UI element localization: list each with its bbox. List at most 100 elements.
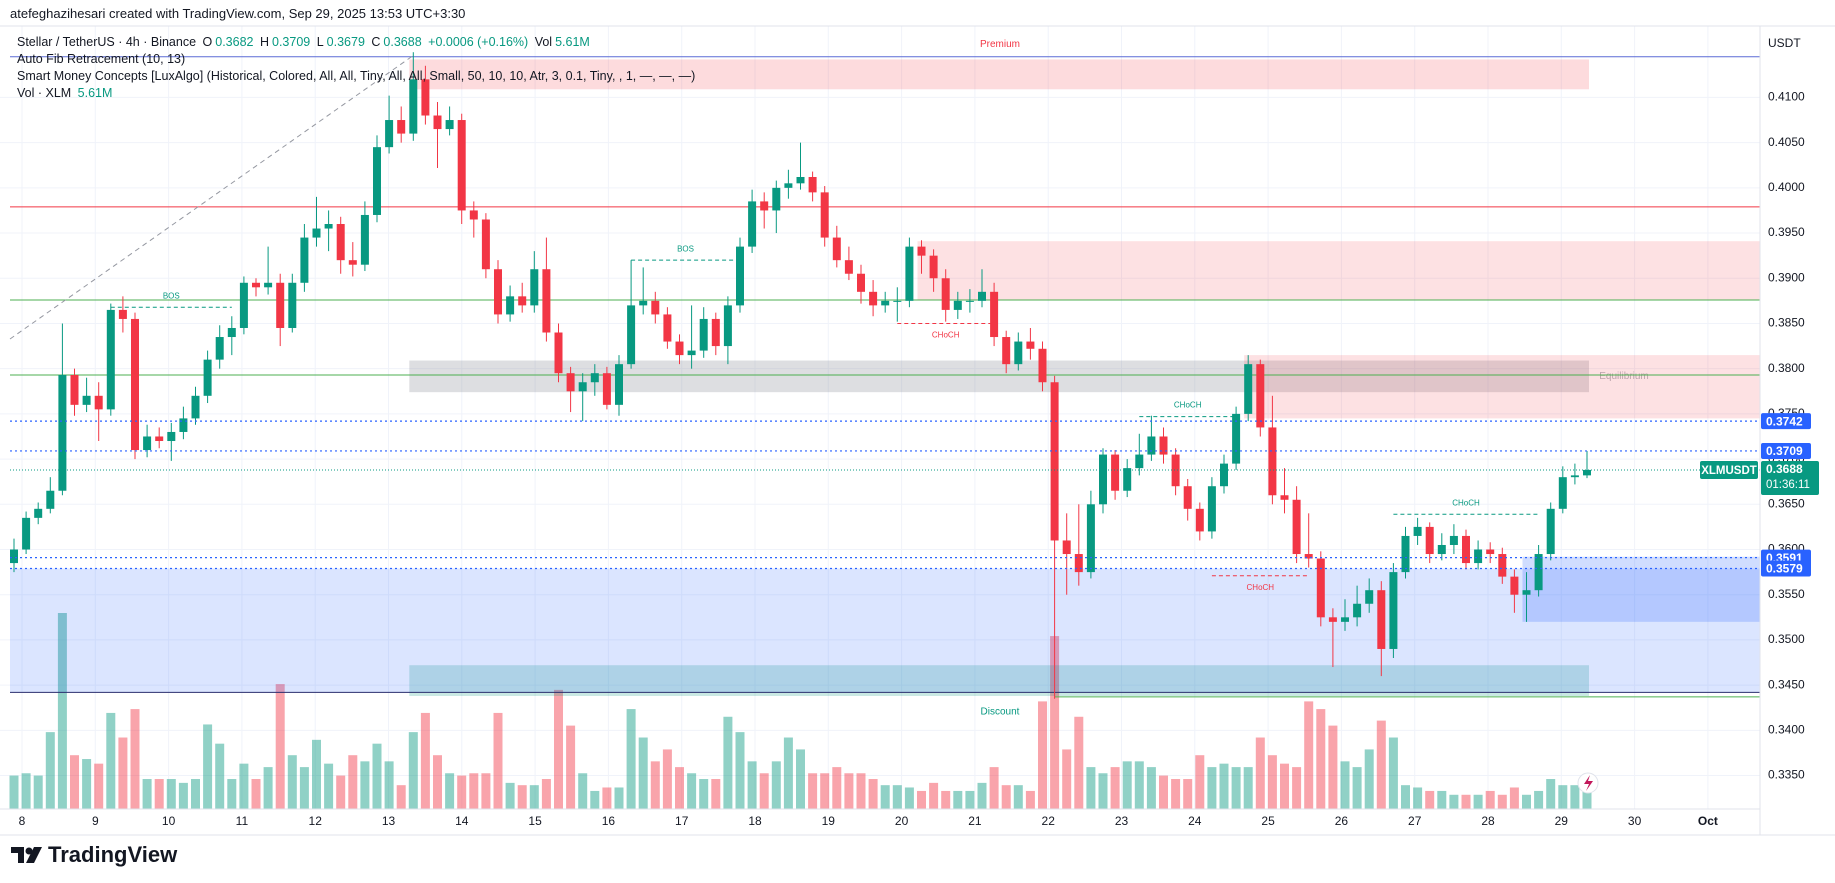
volume-bar [1171, 779, 1181, 809]
candle-body [1462, 535, 1470, 564]
zone [409, 59, 1589, 90]
legend-main: Stellar / TetherUS · 4h · Binance O 0.368… [17, 35, 593, 49]
symbol-tag-box [1700, 460, 1758, 479]
candle-body [857, 273, 865, 292]
volume-bar [1110, 767, 1120, 809]
x-tick-label: 15 [528, 814, 542, 828]
volume-bar [868, 779, 878, 809]
volume-bar [57, 613, 67, 809]
change: +0.0006 (+0.16%) [428, 35, 529, 49]
volume-bar [662, 749, 672, 809]
candle-body [1183, 486, 1192, 509]
candle-body [131, 318, 139, 451]
volume-bar [638, 737, 648, 809]
volume-bar [1522, 794, 1531, 809]
x-tick-label: 21 [968, 814, 982, 828]
x-tick-label: 12 [309, 814, 323, 828]
zone [10, 568, 1760, 693]
candle-body [1256, 364, 1265, 428]
fib-trend-line [9, 54, 415, 340]
volume-name: Vol · XLM [17, 86, 72, 100]
candle-body [1570, 475, 1579, 478]
candle-body [736, 246, 744, 306]
candle-body [373, 147, 381, 215]
volume-bar [1473, 794, 1483, 809]
x-tick-label: 30 [1628, 814, 1642, 828]
x-tick-label: 27 [1408, 814, 1422, 828]
candle-body [929, 255, 938, 279]
candle-body [1425, 526, 1434, 555]
candle-body [1510, 576, 1519, 595]
countdown: 01:36:11 [1766, 479, 1810, 491]
currency: USDT [1768, 36, 1801, 50]
volume-bar [1013, 785, 1023, 809]
candle-body [1135, 454, 1144, 469]
candle-body [1268, 427, 1277, 496]
candle-body [1207, 486, 1216, 532]
field-value: 0.3688 [383, 35, 422, 49]
candle-body [264, 282, 273, 288]
logo: TradingView [10, 842, 177, 868]
volume-bar [336, 775, 346, 809]
volume-bar [1183, 779, 1193, 809]
volume-bar [1292, 767, 1302, 809]
volume-bar [723, 716, 733, 809]
volume-bar [529, 785, 539, 809]
y-tick-label: 0.3400 [1768, 723, 1805, 737]
candle-body [518, 296, 527, 306]
candle-body [106, 309, 115, 410]
volume-bar [941, 790, 951, 809]
candle-body [566, 373, 575, 392]
price-tag-label: 0.3709 [1766, 444, 1803, 458]
volume-bar [106, 712, 116, 809]
candle-body [869, 291, 878, 306]
candle-body [820, 192, 829, 238]
volume-bar [541, 779, 551, 809]
candle-body [1280, 495, 1289, 500]
candle-body [917, 246, 926, 256]
candle-body [578, 382, 587, 392]
candle-body [1304, 554, 1313, 559]
price-tag-box [1761, 413, 1811, 430]
volume-bar [287, 755, 297, 809]
volume-bar [1388, 737, 1398, 809]
candle-body [397, 120, 406, 134]
candle-body [203, 359, 212, 396]
volume-bar [70, 755, 79, 809]
candle-body [409, 79, 418, 134]
volume-bar [481, 773, 491, 809]
y-tick-label: 0.4000 [1768, 180, 1805, 194]
volume-bar [808, 773, 818, 809]
y-tick-label: 0.3800 [1768, 361, 1805, 375]
volume-bar [1231, 767, 1241, 809]
x-tick-label: 10 [162, 814, 176, 828]
volume-bar [445, 773, 455, 809]
volume-bar [1086, 767, 1096, 809]
candle-body [1486, 549, 1495, 555]
y-tick-label: 0.3550 [1768, 587, 1805, 601]
candle-body [1413, 526, 1422, 536]
volume-bar [953, 790, 963, 809]
x-tick-label: 13 [382, 814, 396, 828]
volume-bar [1207, 767, 1217, 809]
volume-bar [1074, 716, 1084, 809]
volume-bar [239, 763, 249, 809]
x-tick-label: 26 [1335, 814, 1349, 828]
volume-bar [929, 782, 939, 809]
volume-bar [747, 761, 757, 809]
x-tick-label: 11 [236, 814, 249, 828]
volume-bar [94, 763, 104, 809]
candle-body [711, 318, 720, 347]
candle-body [385, 120, 394, 148]
candle-body [1086, 504, 1095, 573]
volume-bar [1352, 767, 1362, 809]
last-price-label: 0.3688 [1766, 462, 1803, 476]
candle-body [675, 341, 684, 356]
last-price-box [1761, 460, 1819, 495]
volume-bar [215, 743, 225, 809]
candle-body [1292, 499, 1301, 555]
volume-bar [1001, 785, 1011, 809]
candle-body [699, 318, 708, 351]
volume-bar [1546, 779, 1556, 809]
